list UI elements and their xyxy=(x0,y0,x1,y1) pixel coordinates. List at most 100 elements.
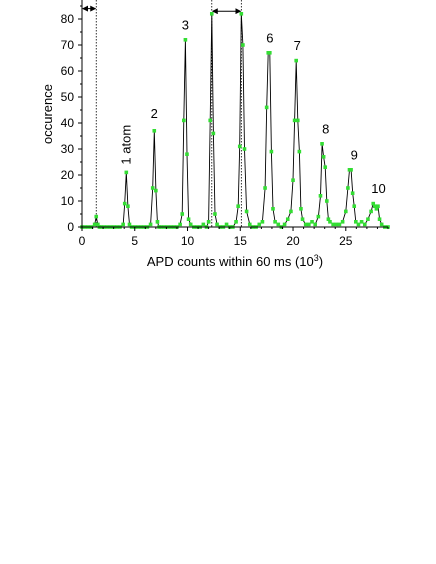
data-point xyxy=(356,222,361,227)
data-point xyxy=(282,222,287,227)
data-point xyxy=(271,207,275,211)
peak-label: 10 xyxy=(371,181,385,196)
data-point xyxy=(213,212,217,216)
data-point xyxy=(297,149,302,154)
data-point xyxy=(295,118,300,123)
data-point xyxy=(300,217,305,221)
data-point xyxy=(307,222,311,227)
peak-label: 1 atom xyxy=(118,125,133,165)
data-point xyxy=(224,222,229,227)
data-point xyxy=(234,220,238,224)
y-tick-label: 10 xyxy=(61,194,75,208)
data-point xyxy=(269,149,274,154)
data-point xyxy=(352,204,357,208)
data-point xyxy=(354,220,358,224)
y-tick-label: 20 xyxy=(61,168,75,182)
y-tick-label: 80 xyxy=(61,12,75,26)
data-point xyxy=(185,152,189,156)
peak-label: 2 xyxy=(151,106,158,121)
data-point xyxy=(299,207,303,211)
data-point xyxy=(310,220,314,224)
y-tick-label: 0 xyxy=(67,220,74,234)
data-point xyxy=(320,142,324,146)
data-point xyxy=(366,217,370,221)
data-point xyxy=(155,220,160,224)
axes-layer xyxy=(81,0,388,228)
data-point xyxy=(343,209,348,214)
data-point xyxy=(294,58,298,63)
peak-label: 6 xyxy=(266,30,273,45)
data-point xyxy=(346,186,350,190)
annotations-layer: 1 atom 2 3 6 7 8 9 10 xyxy=(118,17,385,196)
peak-label: 7 xyxy=(294,38,301,53)
data-point xyxy=(247,222,252,227)
x-axis-label: APD counts within 60 ms (103) xyxy=(147,253,323,269)
data-point xyxy=(237,144,242,149)
data-point xyxy=(376,204,380,208)
data-point xyxy=(183,38,188,42)
data-point xyxy=(369,209,373,214)
peak-label: 9 xyxy=(351,147,358,162)
data-point xyxy=(182,118,186,123)
data-point xyxy=(340,220,345,224)
data-point xyxy=(285,217,290,221)
data-point xyxy=(323,165,328,169)
data-point xyxy=(154,188,158,193)
data-point xyxy=(122,201,127,206)
data-point xyxy=(211,131,216,136)
data-point xyxy=(96,222,100,227)
data-point xyxy=(325,199,329,203)
data-point xyxy=(328,220,332,224)
x-tick-label: 15 xyxy=(234,234,248,248)
data-point xyxy=(150,186,155,190)
data-point xyxy=(373,204,377,208)
data-point xyxy=(242,147,247,151)
data-point xyxy=(241,43,245,47)
data-point xyxy=(313,222,317,227)
data-point xyxy=(206,220,211,224)
data-point xyxy=(124,170,129,175)
x-tick-label: 20 xyxy=(286,234,300,248)
data-point xyxy=(350,191,355,195)
data-point xyxy=(148,222,153,227)
data-point xyxy=(152,129,157,133)
data-point xyxy=(268,51,272,55)
data-point xyxy=(209,12,214,16)
data-point xyxy=(337,222,342,227)
data-point xyxy=(303,222,308,227)
data-point xyxy=(362,222,367,227)
data-point xyxy=(316,214,321,219)
ticks-layer: 0 5 10 15 20 25 0 10 20 30 40 50 60 70 80 xyxy=(61,5,389,248)
data-point xyxy=(208,118,213,123)
data-point xyxy=(276,222,281,227)
data-point xyxy=(127,222,132,227)
y-tick-label: 50 xyxy=(61,90,75,104)
y-axis-label: occurence xyxy=(40,84,55,144)
data-point xyxy=(318,194,323,198)
x-tick-label: 0 xyxy=(79,234,86,248)
x-tick-label: 25 xyxy=(339,234,353,248)
data-point xyxy=(244,209,249,214)
data-point xyxy=(126,204,130,208)
data-point xyxy=(291,178,295,182)
data-point xyxy=(188,222,193,227)
data-point xyxy=(359,220,364,224)
series-line xyxy=(82,13,388,228)
data-point xyxy=(374,207,379,211)
data-point xyxy=(92,222,97,227)
guides-layer xyxy=(82,0,242,227)
series-layer xyxy=(80,12,390,229)
y-tick-label: 60 xyxy=(61,64,75,78)
data-point xyxy=(379,222,384,227)
peak-label: 3 xyxy=(182,17,189,32)
x-tick-label: 10 xyxy=(181,234,195,248)
y-tick-label: 40 xyxy=(61,116,75,130)
data-point xyxy=(334,222,339,227)
data-point xyxy=(121,222,125,227)
data-point xyxy=(349,168,353,172)
data-point xyxy=(289,209,293,214)
data-point xyxy=(178,222,182,227)
data-point xyxy=(377,217,382,221)
data-point xyxy=(331,222,335,227)
data-point xyxy=(180,212,185,216)
